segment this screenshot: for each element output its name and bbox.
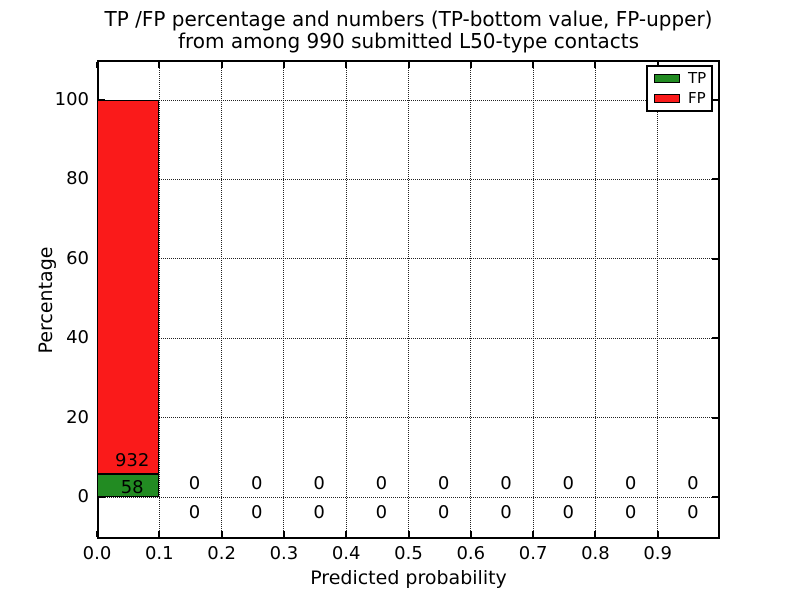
gridline-horizontal [99, 99, 718, 101]
chart-title-line2: from among 990 submitted L50-type contac… [177, 29, 640, 53]
y-tick-label: 20 [66, 406, 89, 428]
x-tick-label: 0.0 [82, 543, 112, 564]
x-tick-label: 0.7 [518, 543, 548, 564]
y-tick-mark-right [712, 496, 718, 498]
gridline-horizontal [99, 417, 718, 419]
fp-count-label: 932 [114, 450, 150, 471]
y-tick-mark-right [712, 337, 718, 340]
fp-count-label: 0 [188, 473, 201, 494]
tp-count-label: 0 [562, 502, 574, 523]
tp-count-label: 0 [375, 502, 388, 523]
x-tick-mark-top [532, 62, 535, 68]
fp-bar [97, 100, 160, 474]
x-tick-mark-top [594, 62, 597, 68]
x-tick-mark-top [345, 62, 348, 68]
x-tick-mark-bottom [220, 531, 223, 537]
x-tick-label: 0.1 [144, 543, 174, 564]
chart-title-line1: TP /FP percentage and numbers (TP-bottom… [104, 7, 713, 31]
fp-swatch-icon [654, 93, 680, 103]
legend-row-fp: FP [654, 88, 711, 107]
legend-label-fp: FP [688, 88, 706, 107]
tp-count-label: 0 [313, 502, 325, 523]
gridline-vertical [345, 62, 347, 537]
gridline-vertical [594, 62, 596, 537]
x-axis-label: Predicted probability [310, 567, 507, 589]
legend: TP FP [646, 65, 713, 112]
gridline-horizontal [99, 337, 718, 339]
fp-count-label: 0 [437, 473, 450, 494]
x-tick-mark-top [469, 62, 472, 68]
x-tick-mark-bottom [345, 531, 348, 537]
x-tick-mark-bottom [158, 531, 161, 537]
fp-count-label: 0 [624, 473, 637, 494]
y-tick-mark-right [712, 178, 718, 181]
x-tick-mark-top [407, 62, 410, 68]
gridline-vertical [221, 62, 223, 537]
tp-count-label: 58 [120, 477, 144, 498]
fp-count-label: 0 [562, 473, 574, 494]
gridline-vertical [657, 62, 659, 537]
x-tick-mark-bottom [532, 531, 535, 537]
y-tick-label: 60 [66, 247, 89, 269]
x-tick-mark-top [220, 62, 223, 68]
gridline-vertical [532, 62, 534, 537]
y-tick-label: 80 [66, 168, 89, 190]
y-tick-label: 0 [77, 486, 89, 507]
y-tick-mark-right [712, 416, 718, 419]
gridline-horizontal [99, 178, 718, 180]
x-tick-mark-bottom [96, 531, 98, 537]
gridline-vertical [470, 62, 472, 537]
x-tick-mark-bottom [282, 531, 285, 537]
fp-count-label: 0 [375, 473, 388, 494]
tp-bar [97, 473, 160, 497]
x-tick-mark-top [158, 62, 161, 68]
tp-count-label: 0 [437, 502, 450, 523]
gridline-vertical [408, 62, 409, 537]
y-tick-mark-right [712, 257, 718, 260]
tp-count-label: 0 [687, 502, 699, 523]
x-tick-mark-bottom [469, 531, 472, 537]
gridline-horizontal [99, 258, 718, 260]
x-tick-label: 0.5 [394, 543, 423, 564]
tp-count-label: 0 [624, 502, 637, 523]
tp-count-label: 0 [188, 502, 201, 523]
x-tick-label: 0.4 [331, 543, 361, 564]
x-tick-mark-bottom [656, 531, 659, 537]
gridline-vertical [158, 62, 160, 537]
gridline-vertical [283, 62, 285, 537]
x-tick-mark-top [96, 62, 98, 68]
legend-row-tp: TP [654, 71, 711, 86]
fp-count-label: 0 [251, 473, 263, 494]
y-tick-mark-right [712, 99, 718, 101]
x-tick-mark-bottom [594, 531, 597, 537]
tp-swatch-icon [654, 74, 680, 84]
tp-count-label: 0 [251, 502, 263, 523]
gridline-horizontal [99, 496, 718, 498]
fp-count-label: 0 [500, 473, 512, 494]
x-tick-label: 0.3 [269, 543, 299, 564]
y-tick-mark-left [99, 496, 105, 498]
x-tick-label: 0.6 [456, 543, 486, 564]
x-tick-mark-top [282, 62, 285, 68]
fp-count-label: 0 [313, 473, 325, 494]
tp-count-label: 0 [500, 502, 512, 523]
legend-label-tp: TP [688, 69, 707, 88]
x-tick-label: 0.2 [207, 543, 236, 564]
fp-count-label: 0 [687, 473, 699, 494]
x-tick-mark-bottom [407, 531, 410, 537]
x-tick-label: 0.8 [581, 543, 610, 564]
y-tick-label: 40 [66, 327, 89, 349]
y-tick-label: 100 [54, 89, 89, 110]
chart-title: TP /FP percentage and numbers (TP-bottom… [97, 8, 720, 52]
x-tick-label: 0.9 [643, 543, 672, 564]
